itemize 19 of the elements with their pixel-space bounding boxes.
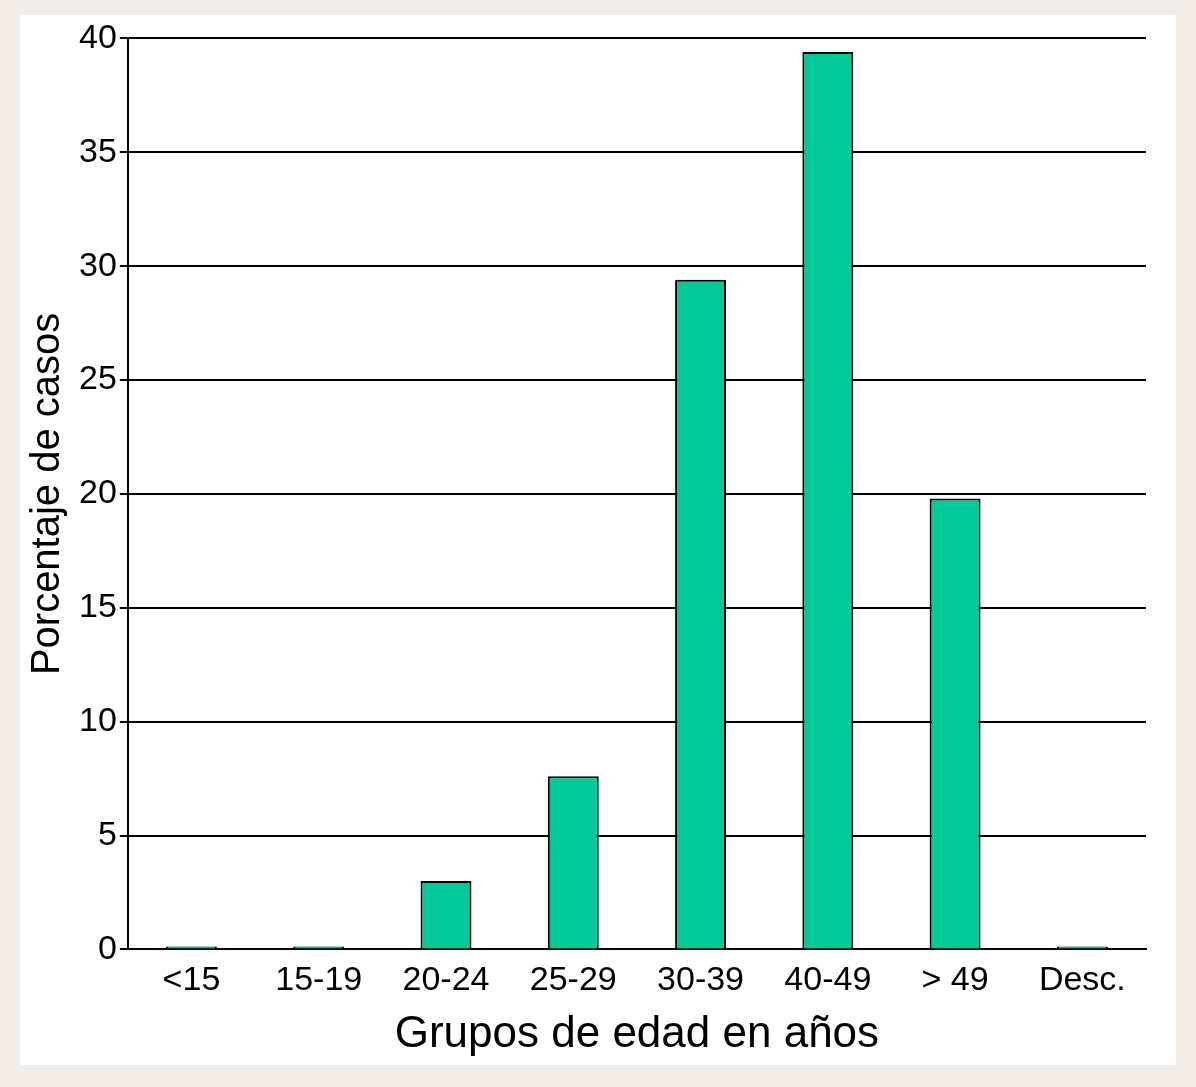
x-tick-label: 15-19 — [275, 959, 363, 998]
y-tick-label: 35 — [78, 130, 117, 169]
y-tick-label: 5 — [97, 813, 117, 852]
y-tick-label: 15 — [78, 586, 117, 625]
x-tick-label: > 49 — [921, 959, 989, 998]
y-tick-label: 25 — [78, 358, 117, 397]
y-tick-label: 20 — [78, 472, 117, 511]
y-tick-label: 30 — [78, 244, 117, 283]
x-tick-label: Desc. — [1038, 959, 1126, 998]
x-tick-label: 20-24 — [402, 959, 490, 998]
x-tick-label: 25-29 — [529, 959, 617, 998]
y-axis-title: Porcentaje de casos — [23, 312, 68, 676]
x-tick-label: <15 — [162, 959, 221, 998]
y-tick-label: 0 — [97, 927, 117, 966]
y-tick-label: 10 — [78, 700, 117, 739]
x-axis-title: Grupos de edad en años — [394, 1006, 880, 1056]
x-tick-label: 30-39 — [657, 959, 745, 998]
y-tick-label: 40 — [78, 16, 117, 55]
x-tick-label: 40-49 — [784, 959, 872, 998]
